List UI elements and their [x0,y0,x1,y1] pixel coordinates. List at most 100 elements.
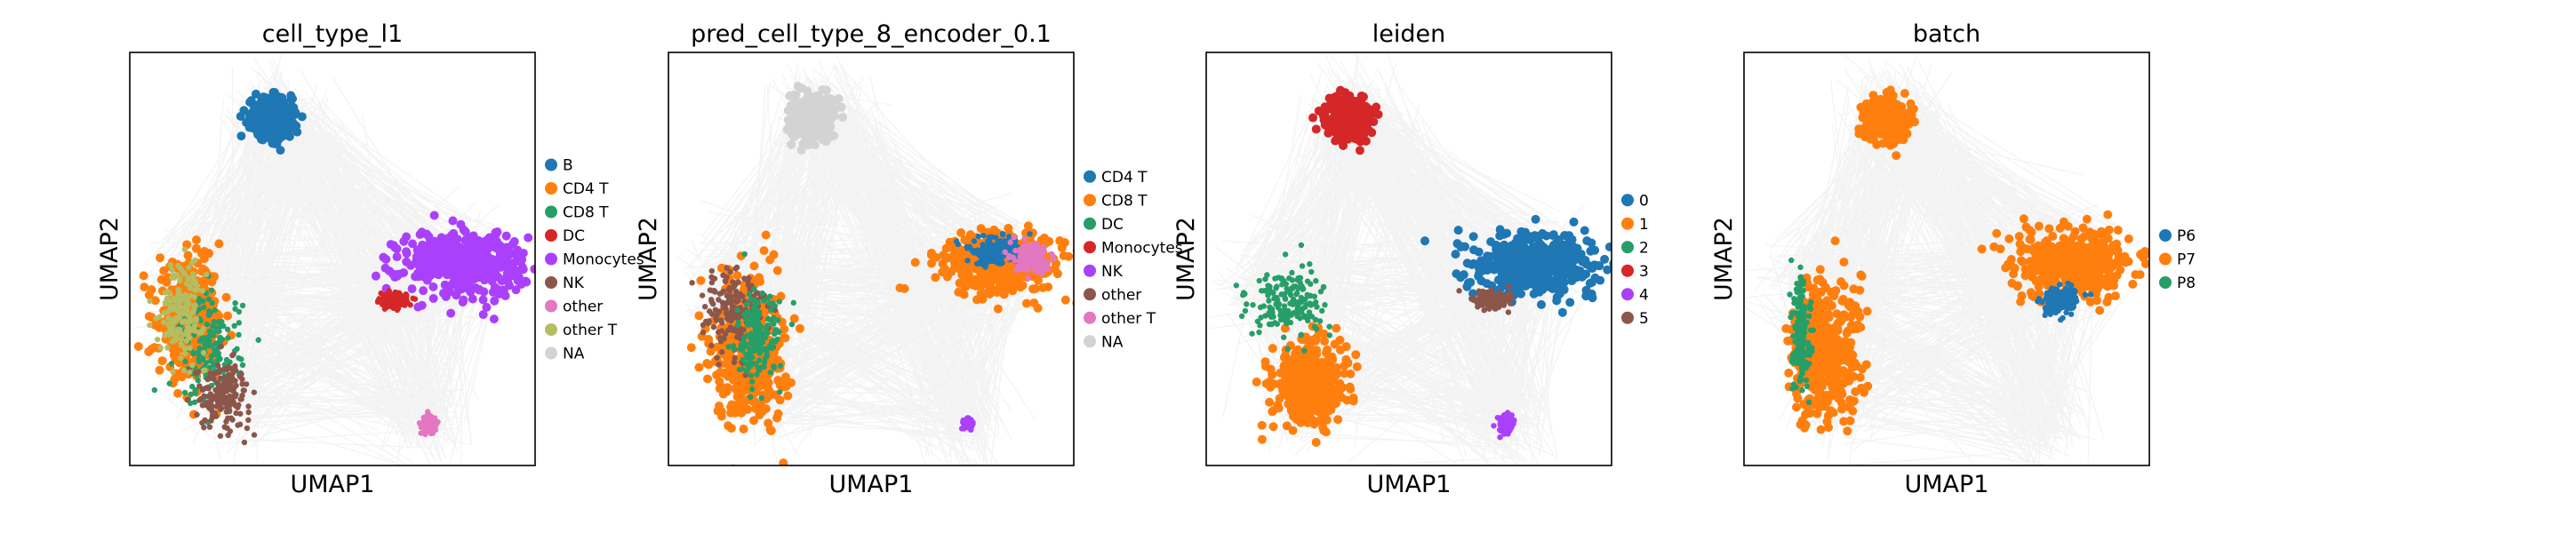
graph-edge [276,83,325,115]
graph-edge [172,128,276,242]
graph-edge [275,147,413,449]
data-point [176,293,182,299]
graph-edge [277,95,438,248]
graph-edge [215,203,393,439]
graph-edge [196,93,245,245]
graph-edge [196,295,443,411]
graph-edge [952,282,959,443]
graph-edge [924,286,964,387]
plot-area [130,52,535,465]
graph-edge [227,388,464,424]
data-point [184,397,191,403]
data-point [217,335,223,341]
graph-edge [307,138,394,429]
graph-edge [700,233,972,465]
graph-edge [228,283,383,402]
graph-edge [238,362,449,366]
graph-edge [169,246,458,277]
data-point [491,227,500,237]
graph-edge [225,115,458,402]
data-point [713,406,723,416]
data-point [178,355,184,362]
legend-marker [545,346,557,360]
data-point [471,243,481,253]
graph-edge [768,139,861,398]
data-point [170,317,176,323]
data-point [171,306,177,313]
data-point [223,418,229,425]
graph-edge [846,105,950,396]
graph-edge [229,146,319,402]
graph-edge [960,315,994,397]
data-point [499,285,508,295]
graph-edge [229,341,426,402]
graph-edge [200,264,446,269]
data-point [732,385,741,394]
graph-edge [407,280,446,333]
graph-edge [845,164,988,440]
graph-edge [745,281,958,435]
graph-edge [287,110,400,418]
data-point [225,335,231,341]
graph-edge [280,117,452,444]
graph-edge [751,288,959,363]
graph-edge [798,142,828,396]
graph-edge [840,168,939,314]
graph-edge [252,289,394,449]
graph-edge [788,130,968,403]
graph-edge [262,98,419,443]
data-point [216,320,222,326]
graph-edge [740,298,988,390]
graph-edge [739,268,940,304]
graph-edge [285,114,315,174]
data-point [217,433,224,439]
graph-edge [295,171,399,436]
graph-edge [191,145,296,293]
data-point [190,309,196,315]
data-point [478,295,488,305]
graph-edge [313,134,478,231]
graph-edge [789,114,986,431]
data-point [150,296,160,306]
graph-edge [317,114,433,341]
graph-edge [254,103,432,465]
data-point [140,282,149,292]
graph-edge [315,156,428,345]
graph-edge [274,128,410,449]
data-point [419,286,428,296]
data-point [490,296,500,306]
data-point [221,374,228,381]
graph-edge [844,208,935,267]
graph-edge [226,85,317,426]
graph-edge [820,130,949,299]
data-point [292,121,301,131]
data-point [524,233,533,243]
graph-edge [840,126,1044,242]
graph-edge [237,290,484,381]
data-point [214,239,224,249]
graph-edge [838,128,958,459]
data-point [175,298,181,305]
data-point [139,271,148,281]
legend-label: NA [563,346,585,363]
data-point [221,400,228,407]
graph-edge [894,139,989,465]
graph-edge [302,135,430,438]
data-point [156,253,165,263]
graph-edge [815,150,952,337]
graph-edge [388,293,425,416]
graph-edge [860,162,964,393]
data-point [812,91,822,100]
graph-edge [277,168,424,344]
data-point [749,416,759,426]
graph-edge [216,186,460,402]
graph-edge [874,181,933,456]
data-point [199,287,206,294]
data-point [171,338,177,344]
graph-edge [770,391,972,395]
data-point [183,251,193,260]
graph-edge [223,255,476,414]
graph-edge [810,123,1004,225]
graph-edge [256,394,471,446]
graph-edge [795,266,910,452]
